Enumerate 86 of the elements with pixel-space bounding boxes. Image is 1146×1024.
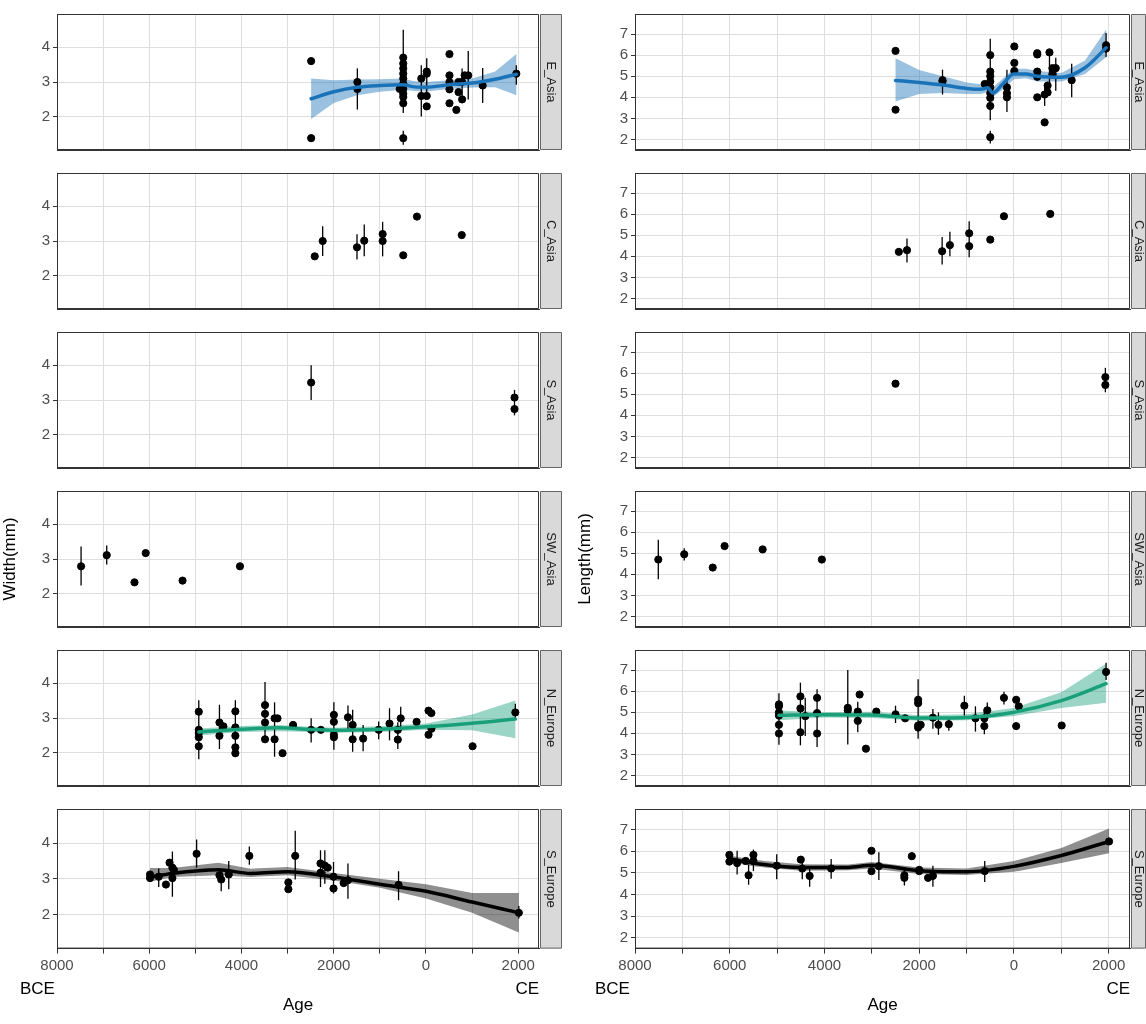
text: E_Asia <box>544 61 560 104</box>
y-tick-label: 6 <box>619 204 628 222</box>
text: CE <box>515 979 539 998</box>
text: E_Asia <box>1131 61 1146 104</box>
x-tick-label: 8000 <box>40 955 74 973</box>
y-tick-label: 2 <box>41 743 50 761</box>
y-tick-label: 3 <box>41 549 50 567</box>
y-tick-label: 3 <box>619 585 628 603</box>
y-tick-label: 2 <box>41 107 50 125</box>
y-tick-label: 4 <box>41 833 50 851</box>
y-tick-label: 2 <box>619 606 628 624</box>
y-tick-label: 3 <box>41 72 50 90</box>
text: BCE <box>595 979 630 998</box>
y-tick-label: 4 <box>41 673 50 691</box>
x-tick-label: 4000 <box>807 955 842 973</box>
y-tick-label: 2 <box>619 765 628 783</box>
y-tick-label: 6 <box>619 841 628 859</box>
x-tick-label: 6000 <box>132 955 166 973</box>
y-tick-label: 5 <box>619 384 628 402</box>
y-tick-label: 4 <box>619 405 628 423</box>
x-axis-title: Age <box>867 995 898 1015</box>
y-tick-label: 5 <box>619 862 628 880</box>
x-tick-label: 2000 <box>902 955 936 973</box>
y-axis-title: Length(mm) <box>574 513 594 605</box>
y-tick-label: 5 <box>619 702 628 720</box>
y-tick-label: 2 <box>41 904 50 922</box>
y-tick-label: 4 <box>41 37 50 55</box>
y-tick-label: 6 <box>619 522 628 540</box>
x-tick-label: 2000 <box>501 955 535 973</box>
x-tick-label: 0 <box>421 955 431 973</box>
y-tick-label: 4 <box>619 884 628 902</box>
y-tick-label: 7 <box>619 660 628 678</box>
y-tick-label: 6 <box>619 45 628 63</box>
x-tick-label: 2000 <box>1092 955 1126 973</box>
y-tick-label: 3 <box>619 426 628 444</box>
y-tick-label: 3 <box>41 231 50 249</box>
y-tick-label: 2 <box>41 584 50 602</box>
y-tick-label: 7 <box>619 501 628 519</box>
y-tick-label: 5 <box>619 543 628 561</box>
x-tick-label: 8000 <box>618 955 652 973</box>
y-tick-label: 2 <box>619 447 628 465</box>
y-tick-label: 4 <box>619 564 628 582</box>
y-tick-label: 3 <box>619 108 628 126</box>
y-tick-label: 3 <box>619 267 628 285</box>
y-tick-label: 3 <box>619 744 628 762</box>
text: S_Asia <box>1131 379 1146 422</box>
x-tick-label: 2000 <box>317 955 351 973</box>
y-tick-label: 3 <box>41 708 50 726</box>
y-tick-label: 3 <box>619 906 628 924</box>
y-tick-label: 4 <box>619 723 628 741</box>
y-tick-label: 3 <box>41 868 50 886</box>
text: N_Europe <box>544 688 560 748</box>
y-tick-label: 5 <box>619 66 628 84</box>
text: CE <box>1106 979 1130 998</box>
y-tick-label: 7 <box>619 24 628 42</box>
y-tick-label: 4 <box>41 355 50 373</box>
text: SW_Asia <box>1131 532 1146 587</box>
x-tick-label: 0 <box>1009 955 1019 973</box>
text: C_Asia <box>544 220 560 263</box>
text: N_Europe <box>1131 688 1146 748</box>
y-tick-label: 4 <box>619 87 628 105</box>
y-tick-label: 4 <box>41 514 50 532</box>
x-tick-label: 4000 <box>224 955 259 973</box>
y-tick-label: 2 <box>41 425 50 443</box>
text: S_Europe <box>544 849 560 908</box>
text: S_Asia <box>544 379 560 422</box>
text: SW_Asia <box>544 532 560 587</box>
y-tick-label: 2 <box>41 266 50 284</box>
y-tick-label: 2 <box>619 129 628 147</box>
y-tick-label: 2 <box>619 288 628 306</box>
y-tick-label: 4 <box>41 196 50 214</box>
y-tick-label: 7 <box>619 183 628 201</box>
y-tick-label: 6 <box>619 363 628 381</box>
y-tick-label: 2 <box>619 927 628 945</box>
y-axis-title: Width(mm) <box>0 517 19 601</box>
y-tick-label: 5 <box>619 225 628 243</box>
text: BCE <box>20 979 55 998</box>
x-tick-label: 6000 <box>713 955 747 973</box>
y-tick-label: 7 <box>619 342 628 360</box>
y-tick-label: 3 <box>41 390 50 408</box>
x-axis-title: Age <box>282 995 314 1015</box>
y-tick-label: 6 <box>619 681 628 699</box>
y-tick-label: 4 <box>619 246 628 264</box>
text: C_Asia <box>1131 220 1146 263</box>
text: S_Europe <box>1131 849 1146 908</box>
y-tick-label: 7 <box>619 819 628 837</box>
